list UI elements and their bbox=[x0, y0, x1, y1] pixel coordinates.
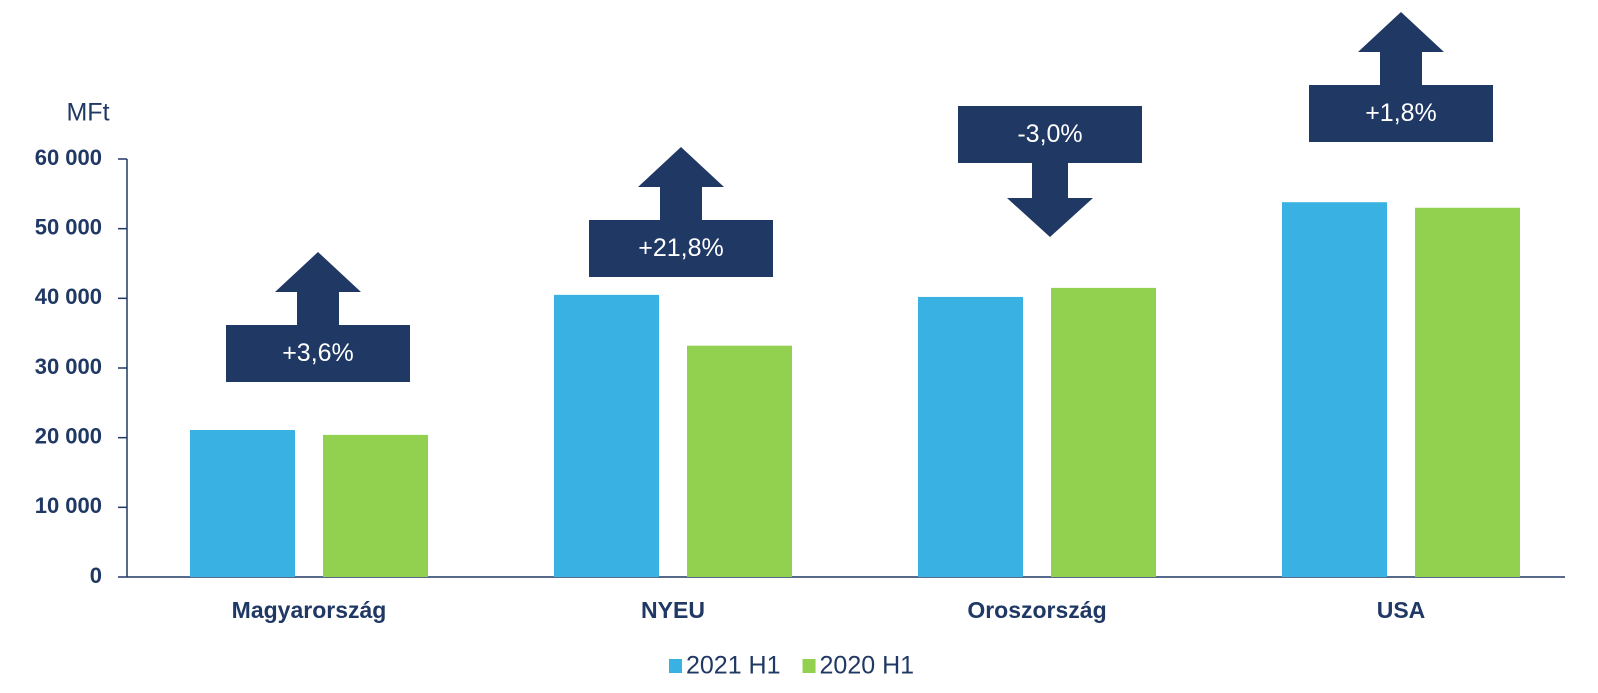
annotation-arrow bbox=[1358, 12, 1444, 85]
y-axis-label: MFt bbox=[66, 99, 109, 127]
annotation-arrow bbox=[1007, 163, 1093, 237]
bar bbox=[554, 294, 659, 577]
x-tick-label: Oroszország bbox=[967, 597, 1106, 623]
y-tick-label: 40 000 bbox=[35, 284, 102, 309]
annotation-arrow bbox=[638, 147, 724, 220]
annotation-text: -3,0% bbox=[1017, 120, 1082, 148]
bar bbox=[1282, 202, 1387, 577]
annotation-box bbox=[1309, 85, 1493, 142]
x-tick-label: USA bbox=[1377, 597, 1426, 623]
y-tick-label: 60 000 bbox=[35, 145, 102, 170]
legend-label: 2021 H1 bbox=[686, 652, 781, 680]
x-tick-label: NYEU bbox=[641, 597, 705, 623]
y-tick-label: 30 000 bbox=[35, 354, 102, 379]
bar bbox=[190, 430, 295, 577]
y-tick-label: 10 000 bbox=[35, 493, 102, 518]
bar bbox=[323, 434, 428, 577]
annotation-text: +3,6% bbox=[282, 339, 354, 367]
annotation-box bbox=[226, 325, 410, 382]
annotation-text: +1,8% bbox=[1365, 99, 1437, 127]
annotation-box bbox=[958, 106, 1142, 163]
bar bbox=[687, 345, 792, 577]
annotation-text: +21,8% bbox=[638, 234, 724, 262]
y-tick-label: 0 bbox=[90, 563, 102, 588]
y-tick-label: 50 000 bbox=[35, 214, 102, 239]
bar bbox=[1051, 287, 1156, 577]
annotation-box bbox=[589, 220, 773, 277]
legend-swatch bbox=[802, 659, 816, 673]
y-tick-label: 20 000 bbox=[35, 423, 102, 448]
annotation-arrow bbox=[275, 252, 361, 325]
legend-label: 2020 H1 bbox=[820, 652, 915, 680]
bar bbox=[1415, 207, 1520, 577]
bar bbox=[918, 296, 1023, 577]
legend-swatch bbox=[669, 659, 682, 673]
x-tick-label: Magyarország bbox=[232, 597, 387, 623]
